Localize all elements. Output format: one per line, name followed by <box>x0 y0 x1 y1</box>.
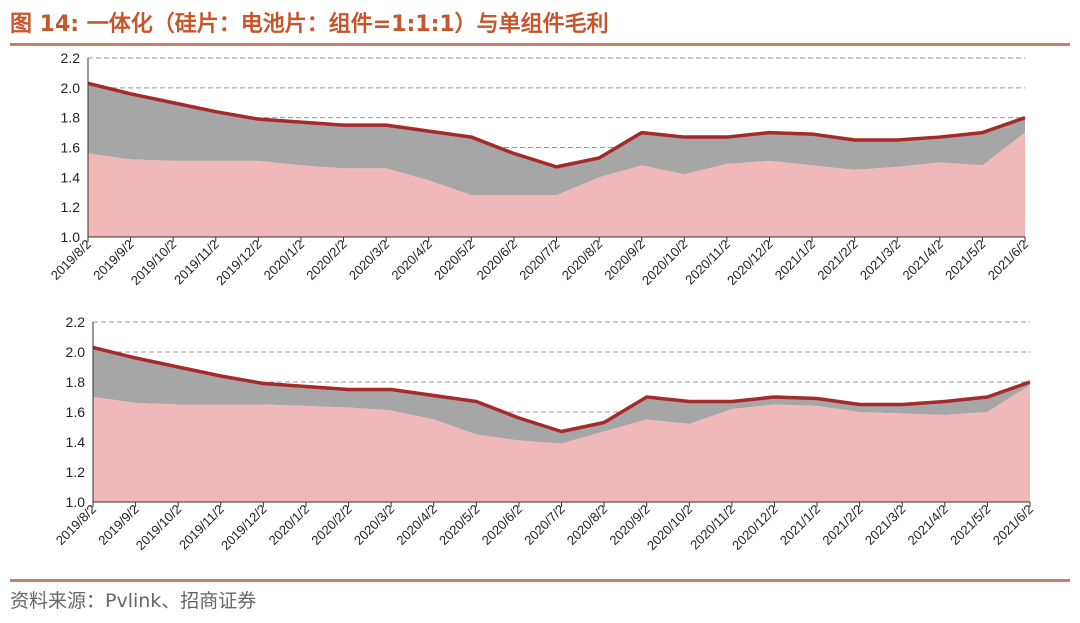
figure-title: 图 14: 一体化（硅片：电池片：组件=1:1:1）与单组件毛利 <box>10 12 609 37</box>
y-tick-label: 1.8 <box>66 374 86 390</box>
y-tick-label: 2.2 <box>66 314 86 330</box>
source-note: 资料来源：Pvlink、招商证券 <box>10 590 257 612</box>
margin-area <box>93 347 1030 444</box>
y-tick-label: 1.6 <box>61 140 81 156</box>
x-tick-label: 2019/12/2 <box>218 502 270 554</box>
y-tick-label: 1.4 <box>66 434 86 450</box>
title-divider <box>10 43 1070 46</box>
x-tick-label: 2021/6/2 <box>985 237 1031 283</box>
x-tick-label: 2021/6/2 <box>990 502 1036 548</box>
x-tick-label: 2021/5/2 <box>947 502 993 548</box>
x-tick-label: 2019/12/2 <box>213 237 265 289</box>
x-tick-label: 2020/5/2 <box>436 502 482 548</box>
x-tick-label: 2020/4/2 <box>393 502 439 548</box>
cost-area <box>88 132 1025 237</box>
source-divider <box>10 579 1070 582</box>
x-tick-label: 2020/7/2 <box>516 237 562 283</box>
x-tick-label: 2021/3/2 <box>862 502 908 548</box>
y-tick-label: 2.2 <box>61 50 81 66</box>
y-tick-label: 1.4 <box>61 169 81 185</box>
y-tick-label: 1.0 <box>66 494 86 510</box>
x-tick-label: 2020/5/2 <box>431 237 477 283</box>
x-tick-label: 2021/3/2 <box>857 237 903 283</box>
x-tick-label: 2020/8/2 <box>559 237 605 283</box>
x-tick-label: 2021/2/2 <box>814 237 860 283</box>
y-tick-label: 1.8 <box>61 110 81 126</box>
price-line <box>92 345 1031 434</box>
x-tick-label: 2020/12/2 <box>724 237 776 289</box>
x-tick-label: 2020/2/2 <box>303 237 349 283</box>
x-tick-label: 2020/1/2 <box>261 237 307 283</box>
x-tick-label: 2020/1/2 <box>266 502 312 548</box>
x-tick-label: 2020/3/2 <box>346 237 392 283</box>
chart-integrated-margin-2: 1.01.21.41.61.82.02.22019/8/22019/9/2201… <box>53 314 1036 554</box>
y-tick-label: 2.0 <box>61 80 81 96</box>
y-tick-label: 1.6 <box>66 404 86 420</box>
y-tick-label: 1.2 <box>66 464 86 480</box>
x-tick-label: 2021/4/2 <box>900 237 946 283</box>
x-tick-label: 2021/5/2 <box>942 237 988 283</box>
y-tick-label: 1.2 <box>61 199 81 215</box>
x-tick-label: 2021/1/2 <box>777 502 823 548</box>
x-tick-label: 2019/10/2 <box>128 237 180 289</box>
x-tick-label: 2021/1/2 <box>772 237 818 283</box>
x-tick-label: 2020/6/2 <box>474 237 520 283</box>
x-tick-label: 2021/4/2 <box>905 502 951 548</box>
x-tick-label: 2020/12/2 <box>729 502 781 554</box>
x-tick-label: 2020/10/2 <box>644 502 696 554</box>
cost-area <box>93 385 1030 502</box>
y-tick-label: 1.0 <box>61 229 81 245</box>
x-tick-label: 2020/4/2 <box>388 237 434 283</box>
x-tick-label: 2020/10/2 <box>639 237 691 289</box>
x-tick-label: 2020/6/2 <box>479 502 525 548</box>
x-tick-label: 2021/2/2 <box>819 502 865 548</box>
x-tick-label: 2019/10/2 <box>133 502 185 554</box>
x-tick-label: 2020/2/2 <box>308 502 354 548</box>
price-line <box>87 81 1026 169</box>
x-tick-label: 2020/8/2 <box>564 502 610 548</box>
chart-integrated-margin-1: 1.01.21.41.61.82.02.22019/8/22019/9/2201… <box>48 50 1031 289</box>
x-tick-label: 2020/3/2 <box>351 502 397 548</box>
x-tick-label: 2020/7/2 <box>521 502 567 548</box>
y-tick-label: 2.0 <box>66 344 86 360</box>
